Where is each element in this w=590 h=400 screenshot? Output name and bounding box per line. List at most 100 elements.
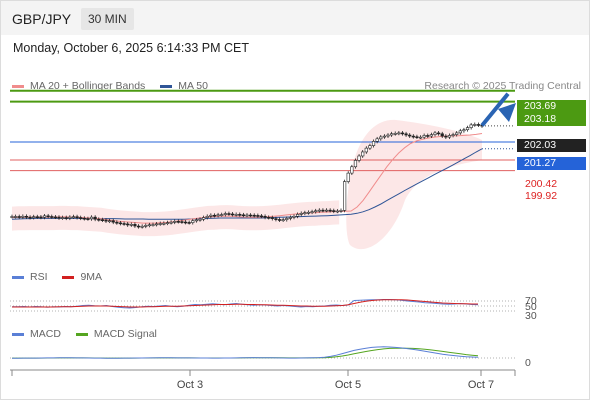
time-axis-label: Oct 3 [177,379,203,391]
candle-body [89,216,94,220]
candle-body [390,133,394,136]
candle-body [263,215,267,218]
candle-body [97,218,101,221]
candle-body [429,134,433,137]
candle-body [216,214,220,217]
candle-body [42,215,47,218]
legend-item-macd-signal: MACD Signal [75,328,157,340]
bollinger-band-late [346,119,482,250]
price-tag-last: 202.03 [517,139,586,152]
candle-body [303,212,307,214]
candle-body [346,172,350,182]
macd-legend: MACD MACD Signal [12,328,169,340]
legend-item-rsi: RSI [12,271,48,283]
candle-body [183,221,188,224]
candle-body [79,217,83,219]
candle-body [277,219,282,221]
candle-body [317,209,321,212]
candle-body [368,145,372,149]
candle-body [270,217,274,219]
candle-body [321,209,325,212]
candle-body [245,214,249,217]
timeframe-button[interactable]: 30 MIN [81,8,134,30]
candle-body [129,224,133,226]
time-axis-label: Oct 7 [468,379,494,391]
macd-zero-label: 0 [525,357,531,369]
legend-label-rsi: RSI [30,271,48,283]
candle-body [202,217,206,220]
candle-body [458,130,462,134]
price-tag-pivot: 201.27 [517,157,586,170]
candle-body [28,216,32,219]
candle-body [241,214,245,217]
candle-body [397,132,401,135]
candle-body [191,220,195,223]
candle-body [10,216,14,218]
candle-body [223,213,227,215]
candle-body [198,218,202,221]
candle-body [306,211,311,214]
legend-item-ma20: MA 20 + Bollinger Bands [12,80,145,92]
price-tag-resistance-1: 203.18 [517,113,586,126]
candle-body [147,224,151,227]
candle-body [151,224,155,226]
legend-label-ma20: MA 20 + Bollinger Bands [30,80,146,92]
candle-body [422,135,426,138]
candle-body [230,213,235,216]
rsi-level-label: 30 [525,310,537,322]
candle-body [194,219,198,222]
instrument-title: GBP/JPY [12,11,72,27]
candle-body [259,215,264,218]
candle-body [115,221,119,224]
candle-body [176,221,180,223]
candle-body [324,209,329,212]
candle-body [249,214,253,217]
candle-body [17,216,21,218]
forecast-arrow-head [498,103,516,122]
candle-body [53,216,57,219]
candle-body [108,220,112,223]
candle-body [288,217,292,219]
candle-body [93,216,97,220]
candle-body [386,134,390,137]
legend-swatch-macd [12,332,24,336]
candle-body [238,214,242,216]
candle-body [104,219,108,222]
candle-body [234,214,238,216]
candle-body [393,133,397,135]
legend-label-macd: MACD [30,328,61,340]
candle-body [281,219,285,221]
candle-body [465,127,470,131]
candle-body [433,132,437,135]
candle-body [437,132,441,135]
candle-body [162,222,166,225]
candle-body [375,138,379,142]
legend-label-macd-signal: MACD Signal [93,328,157,340]
candle-body [122,223,126,225]
candle-body [75,216,79,219]
candle-body [140,225,144,228]
candle-body [118,222,123,225]
top-bar: GBP/JPY 30 MIN [1,1,589,35]
candle-body [299,213,303,215]
candle-body [136,225,141,228]
candle-body [361,151,365,157]
candle-body [411,135,415,138]
candle-body [64,217,68,219]
candle-body [212,214,217,217]
rsi-legend: RSI 9MA [12,271,114,283]
candle-body [328,209,332,212]
candle-body [111,220,115,223]
candle-body [46,215,50,218]
candle-body [357,155,361,161]
candle-body [335,210,339,213]
candle-body [339,210,343,212]
candle-body [382,135,386,138]
candle-body [71,216,76,219]
candle-body [155,223,159,226]
candle-body [451,134,455,136]
candle-body [144,225,148,227]
rsi-level-label: 70 [525,295,537,307]
